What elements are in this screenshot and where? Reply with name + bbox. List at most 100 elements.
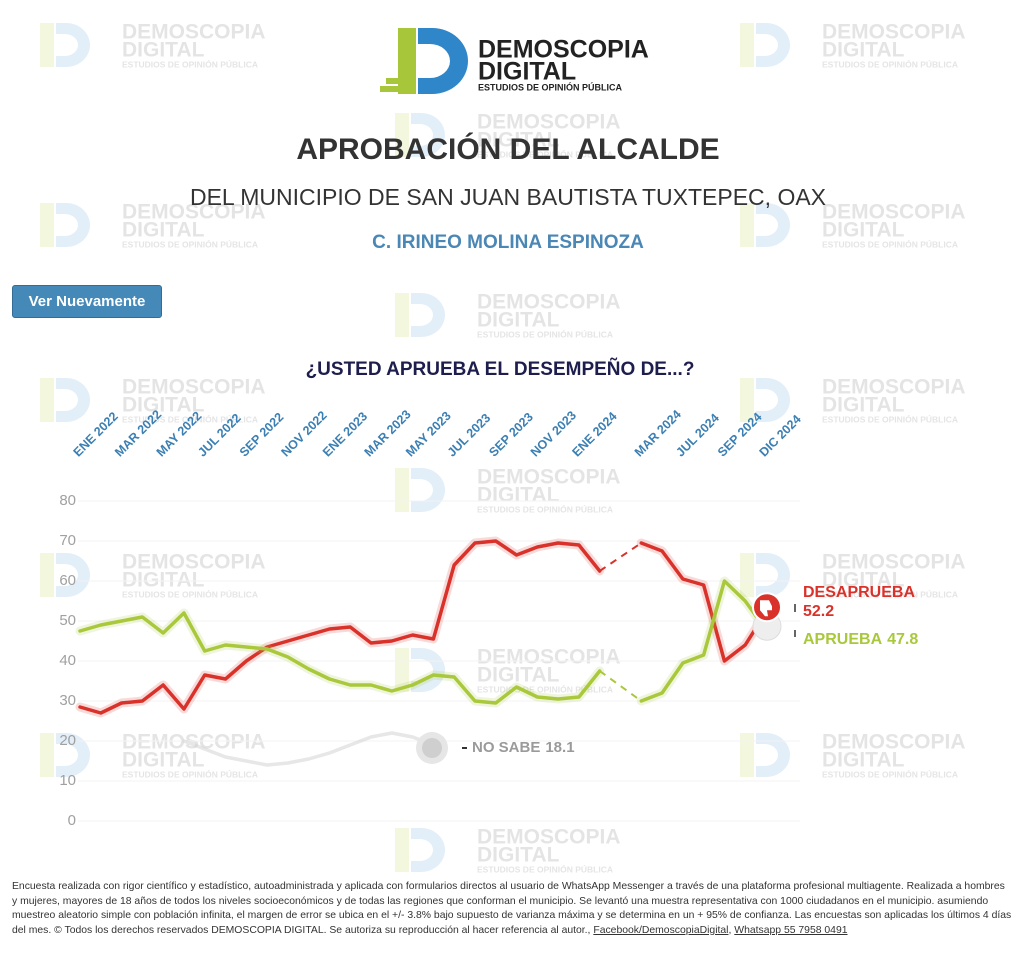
- wm-d: [56, 203, 90, 247]
- series-value: 18.1: [545, 739, 574, 756]
- logo: DEMOSCOPIA DIGITAL ESTUDIOS DE OPINIÓN P…: [380, 28, 649, 94]
- wm-d: [756, 553, 790, 597]
- series-value: 52.2: [803, 603, 834, 620]
- wm-d: [56, 553, 90, 597]
- wm-text: DIGITAL: [477, 309, 560, 332]
- wm-text: ESTUDIOS DE OPINIÓN PÚBLICA: [822, 238, 958, 249]
- wm-text: ESTUDIOS DE OPINIÓN PÚBLICA: [477, 863, 613, 874]
- line: [78, 579, 768, 705]
- wm-text: DIGITAL: [822, 749, 905, 772]
- title: APROBACIÓN DEL ALCALDE: [296, 132, 719, 166]
- separator: ,: [728, 924, 732, 936]
- wm-text: DEMOSCOPIA: [822, 551, 966, 574]
- wm-text: ESTUDIOS DE OPINIÓN PÚBLICA: [477, 503, 613, 514]
- wm-text: DEMOSCOPIA: [822, 731, 966, 754]
- wm-text: DEMOSCOPIA: [477, 826, 621, 849]
- y-tick-label: 20: [59, 732, 76, 749]
- wm-text: DEMOSCOPIA: [122, 731, 266, 754]
- wm-text: DIGITAL: [477, 844, 560, 867]
- wm-d: [411, 113, 445, 157]
- wm-block: [395, 113, 409, 157]
- y-tick-label: 80: [59, 492, 76, 509]
- wm-d: [56, 378, 90, 422]
- wm-d: [756, 203, 790, 247]
- wm-text: ESTUDIOS DE OPINIÓN PÚBLICA: [477, 148, 613, 159]
- y-tick-label: 30: [59, 692, 76, 709]
- line: [78, 539, 768, 715]
- logo-text: DEMOSCOPIA: [478, 36, 649, 64]
- wm-text: DIGITAL: [122, 219, 205, 242]
- footnote: Encuesta realizada con rigor científico …: [12, 880, 1012, 938]
- wm-block: [395, 468, 409, 512]
- wm-text: ESTUDIOS DE OPINIÓN PÚBLICA: [122, 768, 258, 779]
- link[interactable]: Facebook/DemoscopiaDigital: [593, 924, 729, 936]
- logo-text: DIGITAL: [478, 58, 576, 86]
- wm-d: [56, 23, 90, 67]
- wm-d: [411, 293, 445, 337]
- wm-block: [395, 648, 409, 692]
- wm-block: [740, 553, 754, 597]
- wm-block: [40, 553, 54, 597]
- wm-d: [411, 828, 445, 872]
- wm-text: DEMOSCOPIA: [477, 291, 621, 314]
- wm-text: DIGITAL: [122, 569, 205, 592]
- wm-text: DEMOSCOPIA: [477, 646, 621, 669]
- wm-text: ESTUDIOS DE OPINIÓN PÚBLICA: [822, 58, 958, 69]
- logo-tagline: ESTUDIOS DE OPINIÓN PÚBLICA: [478, 81, 623, 92]
- person: C. IRINEO MOLINA ESPINOZA: [372, 232, 644, 253]
- y-tick-label: 70: [59, 532, 76, 549]
- series-name: APRUEBA: [803, 631, 883, 648]
- wm-text: DEMOSCOPIA: [122, 21, 266, 44]
- subtitle: DEL MUNICIPIO DE SAN JUAN BAUTISTA TUXTE…: [190, 184, 826, 210]
- wm-block: [395, 828, 409, 872]
- wm-block: [40, 378, 54, 422]
- wm-text: ESTUDIOS DE OPINIÓN PÚBLICA: [822, 588, 958, 599]
- footnote-text: Encuesta realizada con rigor científico …: [12, 881, 1012, 936]
- line-glow: [75, 576, 771, 708]
- wm-text: DIGITAL: [822, 219, 905, 242]
- wm-block: [40, 203, 54, 247]
- gap-connector: [599, 542, 642, 572]
- series-value: 47.8: [887, 631, 918, 648]
- wm-text: DIGITAL: [477, 129, 560, 152]
- wm-text: DEMOSCOPIA: [822, 201, 966, 224]
- y-tick-label: 60: [59, 572, 76, 589]
- wm-text: ESTUDIOS DE OPINIÓN PÚBLICA: [122, 58, 258, 69]
- y-tick-label: 0: [68, 812, 76, 829]
- wm-text: DEMOSCOPIA: [477, 111, 621, 134]
- wm-text: DIGITAL: [122, 39, 205, 62]
- wm-block: [40, 733, 54, 777]
- wm-block: [395, 293, 409, 337]
- wm-d: [756, 378, 790, 422]
- wm-text: DEMOSCOPIA: [122, 551, 266, 574]
- wm-block: [740, 23, 754, 67]
- y-tick-label: 40: [59, 652, 76, 669]
- logo-block: [386, 78, 408, 84]
- wm-d: [56, 733, 90, 777]
- link[interactable]: Whatsapp 55 7958 0491: [734, 924, 848, 936]
- series-end-label: NO SABE 18.1: [472, 739, 575, 756]
- replay-button[interactable]: Ver Nuevamente: [12, 285, 162, 318]
- wm-d: [411, 468, 445, 512]
- y-tick-label: 50: [59, 612, 76, 629]
- wm-text: ESTUDIOS DE OPINIÓN PÚBLICA: [822, 768, 958, 779]
- wm-text: DIGITAL: [477, 484, 560, 507]
- wm-text: DIGITAL: [822, 569, 905, 592]
- wm-text: DIGITAL: [122, 394, 205, 417]
- wm-text: DIGITAL: [122, 749, 205, 772]
- wm-block: [740, 733, 754, 777]
